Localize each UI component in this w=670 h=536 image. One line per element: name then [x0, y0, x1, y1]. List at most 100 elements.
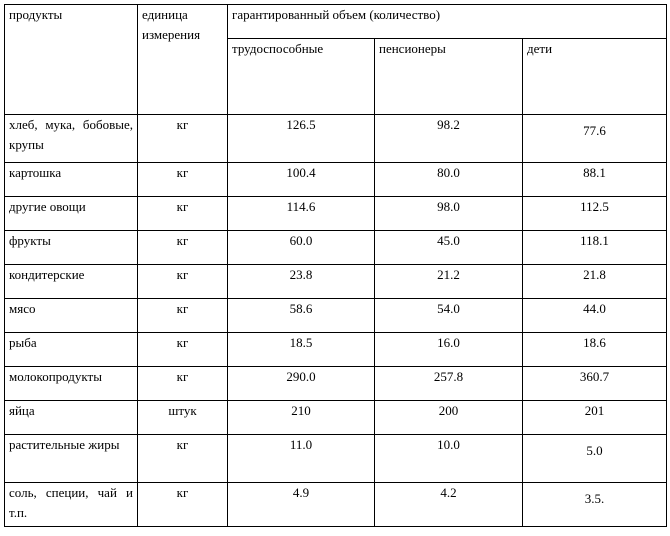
cell-children: 201	[521, 400, 668, 435]
cell-children: 360.7	[521, 366, 668, 401]
cell-pensioners: 80.0	[374, 162, 523, 197]
cell-working: 23.8	[227, 264, 375, 299]
table-row: растительные жиры кг 11.0 10.0 5.0	[4, 434, 668, 483]
cell-value: 98.2	[437, 117, 460, 132]
cell-children: 77.6	[521, 114, 668, 163]
cell-value: 58.6	[289, 301, 313, 316]
cell-working: 290.0	[227, 366, 375, 401]
cell-pensioners: 45.0	[374, 230, 523, 265]
cell-working: 18.5	[227, 332, 375, 367]
cell-value: 10.0	[437, 437, 460, 452]
cell-children: 18.6	[521, 332, 668, 367]
cell-value: 77.6	[583, 123, 606, 138]
cell-value: 290.0	[286, 369, 316, 384]
cell-value: 23.8	[289, 267, 313, 282]
cell-value: 16.0	[437, 335, 460, 350]
cell-value: 360.7	[579, 369, 610, 384]
cell-children: 21.8	[521, 264, 668, 299]
cell-value: 88.1	[583, 165, 606, 180]
table-row: рыба кг 18.5 16.0 18.6	[4, 332, 668, 367]
cell-product: соль, специи, чай и т.п.	[4, 482, 138, 527]
cell-value: 210	[291, 403, 311, 418]
table-row: фрукты кг 60.0 45.0 118.1	[4, 230, 668, 265]
header-row: продукты единица измерения гарантированн…	[4, 4, 668, 115]
cell-unit: кг	[137, 162, 228, 197]
table-row: хлеб, мука, бобовые, крупы кг 126.5 98.2 77.…	[4, 114, 668, 163]
cell-value: 4.9	[292, 485, 310, 500]
table-row: молокопродукты кг 290.0 257.8 360.7	[4, 366, 668, 401]
cell-pensioners: 21.2	[374, 264, 523, 299]
cell-working: 100.4	[227, 162, 375, 197]
cell-children: 5.0	[521, 434, 668, 483]
cell-pensioners: 98.2	[374, 114, 523, 163]
cell-product: картошка	[4, 162, 138, 197]
cell-children: 44.0	[521, 298, 668, 333]
header-volume: гарантированный объем (количество)	[226, 4, 668, 39]
cell-children: 112.5	[521, 196, 668, 231]
cell-pensioners: 16.0	[374, 332, 523, 367]
cell-value: 118.1	[580, 233, 609, 248]
cell-unit: кг	[137, 114, 228, 163]
cell-working: 4.9	[227, 482, 375, 527]
cell-pensioners: 54.0	[374, 298, 523, 333]
cell-product: молокопродукты	[4, 366, 138, 401]
table-row: кондитерские кг 23.8 21.2 21.8	[4, 264, 668, 299]
cell-value: 3.5.	[584, 491, 605, 506]
header-group-working: трудоспособные	[227, 38, 375, 115]
cell-unit: кг	[137, 332, 228, 367]
cell-value: 80.0	[437, 165, 460, 180]
table-row: соль, специи, чай и т.п. кг 4.9 4.2 3.5.	[4, 482, 668, 527]
header-groups-row: трудоспособные пенсионеры дети	[5, 38, 668, 115]
cell-value: 4.2	[440, 485, 457, 500]
table-row: мясо кг 58.6 54.0 44.0	[4, 298, 668, 333]
cell-value: 18.6	[583, 335, 606, 350]
table-row: яйца штук 210 200 201	[4, 400, 668, 435]
cell-product: хлеб, мука, бобовые, крупы	[4, 114, 138, 163]
cell-children: 88.1	[521, 162, 668, 197]
cell-value: 100.4	[286, 165, 316, 180]
cell-product: мясо	[4, 298, 138, 333]
cell-value: 201	[584, 403, 605, 418]
food-basket-table: продукты единица измерения гарантированн…	[4, 4, 668, 527]
cell-value: 18.5	[289, 335, 313, 350]
cell-unit: кг	[137, 482, 228, 527]
cell-pensioners: 200	[374, 400, 523, 435]
cell-value: 114.6	[286, 199, 316, 214]
cell-unit: кг	[137, 264, 228, 299]
cell-value: 60.0	[289, 233, 313, 248]
header-group-pensioners: пенсионеры	[374, 38, 523, 115]
cell-product: кондитерские	[4, 264, 138, 299]
cell-working: 60.0	[227, 230, 375, 265]
cell-value: 98.0	[437, 199, 460, 214]
header-unit: единица измерения	[137, 4, 228, 115]
cell-value: 45.0	[437, 233, 460, 248]
table-row: другие овощи кг 114.6 98.0 112.5	[4, 196, 668, 231]
cell-product: фрукты	[4, 230, 138, 265]
cell-value: 5.0	[586, 443, 603, 458]
cell-working: 114.6	[227, 196, 375, 231]
table-row: картошка кг 100.4 80.0 88.1	[4, 162, 668, 197]
cell-working: 11.0	[227, 434, 375, 483]
cell-pensioners: 257.8	[374, 366, 523, 401]
cell-children: 3.5.	[521, 482, 668, 527]
cell-unit: кг	[137, 434, 228, 483]
cell-pensioners: 10.0	[374, 434, 523, 483]
cell-value: 112.5	[580, 199, 609, 214]
cell-value: 200	[438, 403, 459, 418]
cell-product: другие овощи	[4, 196, 138, 231]
cell-value: 21.2	[437, 267, 460, 282]
cell-pensioners: 98.0	[374, 196, 523, 231]
cell-product: рыба	[4, 332, 138, 367]
cell-value: 44.0	[583, 301, 606, 316]
cell-unit: кг	[137, 298, 228, 333]
cell-value: 257.8	[433, 369, 464, 384]
cell-value: 54.0	[437, 301, 460, 316]
header-product: продукты	[4, 4, 138, 115]
header-group-children: дети	[521, 38, 668, 115]
cell-children: 118.1	[521, 230, 668, 265]
cell-working: 210	[227, 400, 375, 435]
cell-value: 126.5	[286, 117, 316, 132]
cell-pensioners: 4.2	[374, 482, 523, 527]
cell-unit: штук	[137, 400, 228, 435]
cell-value: 21.8	[583, 267, 606, 282]
